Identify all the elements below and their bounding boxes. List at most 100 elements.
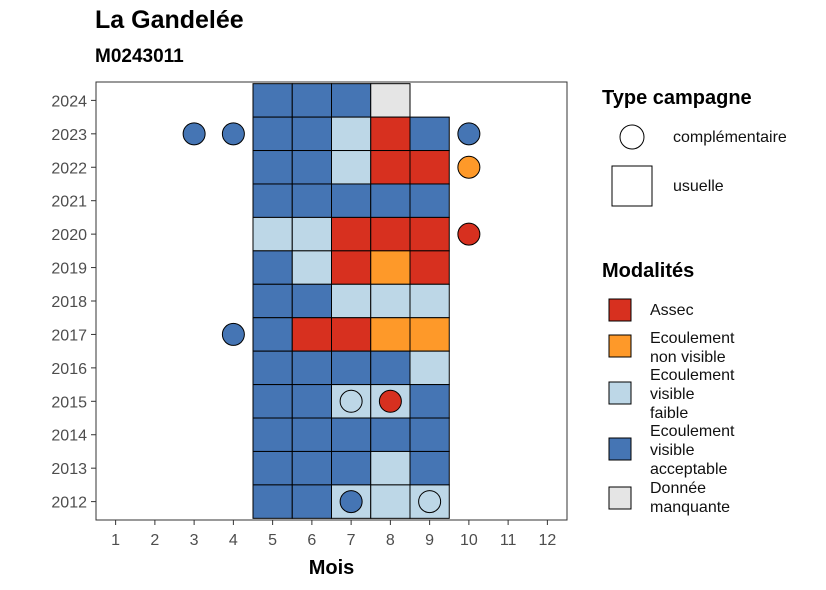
point-2017-4 <box>221 322 245 346</box>
tile-2023-7 <box>331 116 372 152</box>
tile-2013-9 <box>409 450 450 486</box>
tile-2015-6 <box>291 384 332 419</box>
tile-2019-5 <box>252 250 293 285</box>
legend-label-assec: Assec <box>650 302 694 319</box>
tile-2024-8 <box>370 83 411 118</box>
x-tick-label-8: 8 <box>386 532 395 549</box>
x-tick-label-5: 5 <box>268 532 277 549</box>
legend-key-donnee-manquante <box>608 486 632 510</box>
y-tick-label-2014: 2014 <box>51 428 87 445</box>
tile-2021-9 <box>409 183 450 218</box>
tile-2014-5 <box>252 417 293 452</box>
point-2015-7 <box>339 389 363 413</box>
x-tick-label-11: 11 <box>500 532 517 549</box>
x-tick-label-7: 7 <box>347 532 356 549</box>
tile-2012-8 <box>370 484 411 519</box>
tile-2017-9 <box>409 317 450 352</box>
y-tick-label-2013: 2013 <box>51 461 87 478</box>
tile-2015-5 <box>252 384 293 419</box>
tile-2016-7 <box>331 350 372 386</box>
tile-2023-9 <box>409 116 450 152</box>
tile-2021-8 <box>370 183 411 218</box>
y-tick-label-2021: 2021 <box>51 194 87 211</box>
tile-2023-5 <box>252 116 293 152</box>
legend-label-ecoulement-visible-faible: Ecoulement visible faible <box>650 367 735 422</box>
tile-2013-8 <box>370 450 411 486</box>
legend-label-donnee-manquante: Donnée manquante <box>650 480 731 516</box>
tile-2013-5 <box>252 450 293 486</box>
tile-2020-8 <box>370 216 411 252</box>
tile-2012-5 <box>252 484 293 519</box>
y-tick-label-2015: 2015 <box>51 394 87 411</box>
tile-2021-6 <box>291 183 332 218</box>
y-tick-label-2020: 2020 <box>51 227 87 244</box>
legend-label-usuelle: usuelle <box>673 178 724 195</box>
tile-2024-6 <box>291 83 332 118</box>
y-tick-label-2024: 2024 <box>51 93 87 110</box>
tile-2018-9 <box>409 283 450 319</box>
tile-2020-9 <box>409 216 450 252</box>
x-tick-label-12: 12 <box>538 532 556 549</box>
tile-2024-5 <box>252 83 293 118</box>
point-2023-4 <box>221 122 245 146</box>
legend-label-ecoulement-visible-acceptable: Ecoulement visible acceptable <box>650 423 735 478</box>
legend-title-modalites: Modalités <box>602 260 695 282</box>
tile-2018-5 <box>252 283 293 319</box>
tile-2019-8 <box>370 250 411 285</box>
tile-2013-6 <box>291 450 332 486</box>
x-tick-label-9: 9 <box>425 532 434 549</box>
tile-2022-9 <box>409 150 450 185</box>
legend-title-type-campagne: Type campagne <box>602 87 752 109</box>
tile-2017-8 <box>370 317 411 352</box>
x-tick-label-2: 2 <box>150 532 159 549</box>
point-2022-10 <box>457 155 481 179</box>
tile-2022-7 <box>331 150 372 185</box>
tile-2018-7 <box>331 283 372 319</box>
tile-2017-5 <box>252 317 293 352</box>
tile-2018-8 <box>370 283 411 319</box>
tile-2022-8 <box>370 150 411 185</box>
y-tick-label-2019: 2019 <box>51 261 87 278</box>
tile-2020-5 <box>252 216 293 252</box>
tile-2014-9 <box>409 417 450 452</box>
tile-2016-5 <box>252 350 293 386</box>
legend-key-ecoulement-visible-faible <box>608 381 632 405</box>
point-2012-7 <box>339 490 363 514</box>
x-tick-label-6: 6 <box>307 532 316 549</box>
point-2020-10 <box>457 222 481 246</box>
tile-2021-5 <box>252 183 293 218</box>
tile-2016-6 <box>291 350 332 386</box>
tile-2019-7 <box>331 250 372 285</box>
tile-2020-7 <box>331 216 372 252</box>
tile-2023-6 <box>291 116 332 152</box>
tile-2016-8 <box>370 350 411 386</box>
tile-2020-6 <box>291 216 332 252</box>
legend-key-assec <box>608 298 632 322</box>
y-tick-label-2023: 2023 <box>51 127 87 144</box>
y-tick-label-2018: 2018 <box>51 294 87 311</box>
tile-2019-6 <box>291 250 332 285</box>
legend-key-usuelle <box>611 165 653 207</box>
point-2012-9 <box>418 490 442 514</box>
x-tick-label-4: 4 <box>229 532 238 549</box>
tile-2016-9 <box>409 350 450 386</box>
legend-key-complementaire <box>619 124 645 150</box>
tile-2022-5 <box>252 150 293 185</box>
point-2023-10 <box>457 122 481 146</box>
tile-2014-6 <box>291 417 332 452</box>
tile-2018-6 <box>291 283 332 319</box>
tile-2017-7 <box>331 317 372 352</box>
tile-2013-7 <box>331 450 372 486</box>
legend-key-ecoulement-visible-acceptable <box>608 437 632 461</box>
tile-2012-6 <box>291 484 332 519</box>
tile-2021-7 <box>331 183 372 218</box>
y-tick-label-2012: 2012 <box>51 495 87 512</box>
tile-2015-9 <box>409 384 450 419</box>
y-tick-label-2017: 2017 <box>51 327 87 344</box>
tile-2023-8 <box>370 116 411 152</box>
tile-2014-7 <box>331 417 372 452</box>
x-tick-label-10: 10 <box>460 532 478 549</box>
chart-subtitle: M0243011 <box>95 46 184 67</box>
tile-2024-7 <box>331 83 372 118</box>
